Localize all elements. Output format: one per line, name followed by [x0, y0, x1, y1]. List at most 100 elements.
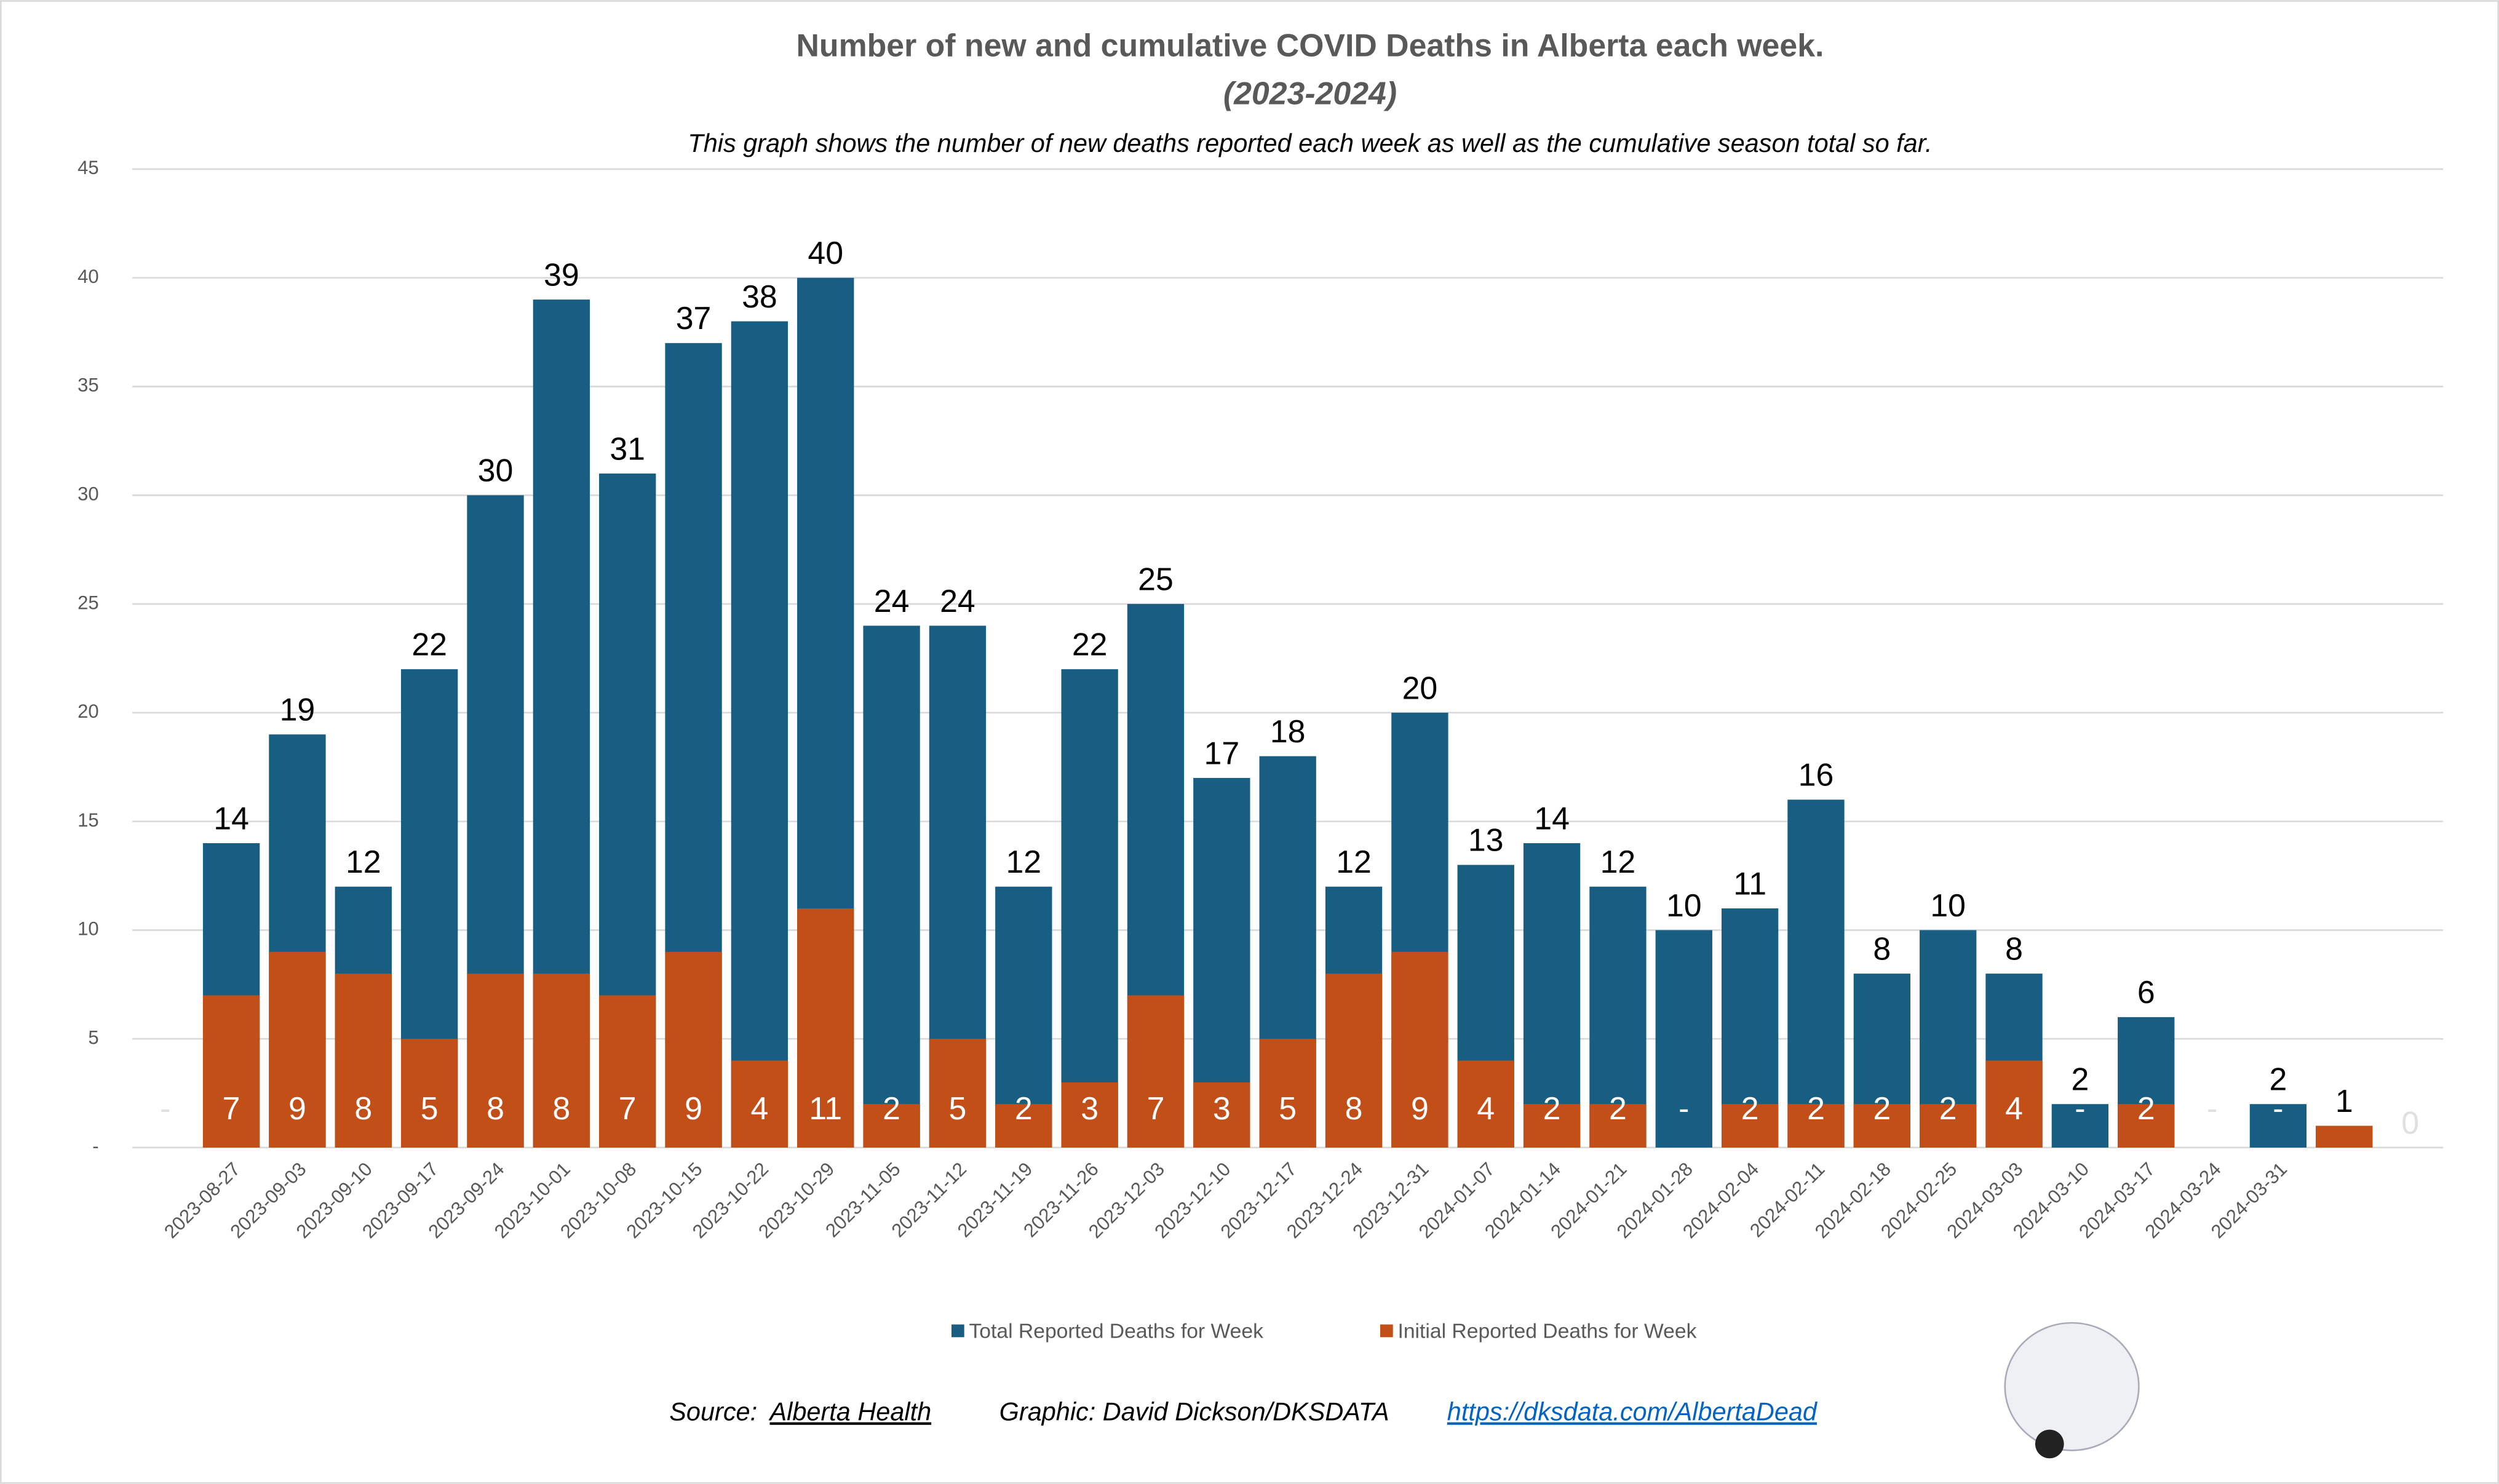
- bar: [1787, 800, 1845, 1148]
- source-label: Source:: [669, 1397, 757, 1426]
- bar: [1061, 1082, 1118, 1148]
- data-label: 25: [1138, 561, 1174, 597]
- y-tick-label: 15: [77, 809, 99, 831]
- y-tick-label: 30: [77, 483, 99, 505]
- data-label: 14: [213, 800, 249, 836]
- y-tick-label: 20: [77, 700, 99, 722]
- bar: [269, 951, 326, 1148]
- bar: [2051, 1104, 2109, 1148]
- data-label: 19: [280, 692, 316, 728]
- data-label: -: [160, 1090, 170, 1126]
- y-tick-label: 25: [77, 592, 99, 613]
- data-label: 2: [883, 1090, 900, 1126]
- bar: [1259, 1039, 1316, 1148]
- data-label: 2: [2137, 1090, 2155, 1126]
- bar: [797, 908, 854, 1148]
- data-label: 2: [2270, 1061, 2287, 1097]
- bar: [731, 1060, 789, 1148]
- data-label: 17: [1204, 735, 1240, 771]
- data-label: 8: [487, 1090, 504, 1126]
- bar: [1721, 1104, 1779, 1148]
- data-label: 38: [742, 279, 777, 314]
- data-label: -: [1679, 1090, 1689, 1126]
- data-label: 11: [809, 1090, 842, 1126]
- data-label: 0: [2401, 1105, 2419, 1140]
- data-label: 12: [1006, 844, 1041, 879]
- data-label: 3: [1213, 1090, 1231, 1126]
- bar: [1523, 843, 1581, 1148]
- y-tick-label: 45: [77, 157, 99, 178]
- data-label: 30: [478, 453, 514, 488]
- data-label: 31: [610, 431, 645, 466]
- data-label: 8: [2005, 931, 2023, 967]
- data-label: 22: [1072, 627, 1108, 662]
- data-label: -: [2207, 1090, 2217, 1126]
- data-label: 5: [949, 1090, 967, 1126]
- source-link[interactable]: https://dksdata.com/AlbertaDead: [1447, 1397, 1818, 1426]
- data-label: 24: [874, 583, 910, 619]
- data-label: 12: [1600, 844, 1636, 879]
- y-tick-label: 35: [77, 375, 99, 396]
- data-label: 5: [421, 1090, 439, 1126]
- data-label: 2: [2071, 1061, 2089, 1097]
- data-label: 2: [1873, 1090, 1891, 1126]
- data-label: 8: [552, 1090, 570, 1126]
- data-label: 12: [1336, 844, 1372, 879]
- bar: [863, 625, 920, 1148]
- bar: [665, 951, 722, 1148]
- data-label: 3: [1081, 1090, 1099, 1126]
- data-label: 9: [685, 1090, 702, 1126]
- data-label: 12: [346, 844, 381, 879]
- chart-caption: This graph shows the number of new death…: [688, 129, 1932, 157]
- data-label: 7: [1147, 1090, 1165, 1126]
- data-label: 4: [2005, 1090, 2023, 1126]
- data-label: 1: [2335, 1083, 2353, 1119]
- data-label: 8: [1345, 1090, 1363, 1126]
- y-tick-label: 40: [77, 266, 99, 287]
- data-label: 2: [1609, 1090, 1627, 1126]
- y-tick-label: -: [92, 1135, 98, 1157]
- bar: [929, 1039, 987, 1148]
- bar: [731, 321, 789, 1148]
- data-label: 22: [411, 627, 447, 662]
- data-label: 2: [1543, 1090, 1561, 1126]
- legend-label: Total Reported Deaths for Week: [969, 1320, 1263, 1343]
- legend-swatch: [1380, 1324, 1393, 1338]
- chart-title: Number of new and cumulative COVID Death…: [797, 28, 1824, 63]
- data-label: 9: [288, 1090, 306, 1126]
- data-label: 39: [544, 257, 579, 293]
- data-label: 4: [1477, 1090, 1495, 1126]
- data-label: 2: [1741, 1090, 1759, 1126]
- source: Alberta Health: [768, 1397, 932, 1426]
- data-label: 11: [1733, 865, 1766, 901]
- data-label: 18: [1270, 713, 1306, 749]
- bar: [533, 974, 590, 1148]
- data-label: 10: [1666, 887, 1702, 923]
- bar: [1985, 1060, 2043, 1148]
- logo: [2004, 1322, 2140, 1459]
- data-label: 5: [1279, 1090, 1297, 1126]
- legend-swatch: [951, 1324, 964, 1338]
- data-label: 14: [1534, 800, 1570, 836]
- data-label: 4: [750, 1090, 768, 1126]
- data-label: 6: [2137, 974, 2155, 1010]
- legend-label: Initial Reported Deaths for Week: [1397, 1320, 1696, 1343]
- data-label: -: [2273, 1090, 2283, 1126]
- bar: [400, 1039, 458, 1148]
- data-label: 7: [619, 1090, 637, 1126]
- data-label: 2: [1807, 1090, 1825, 1126]
- data-label: -: [2075, 1090, 2085, 1126]
- data-label: 37: [676, 300, 712, 336]
- bar: [467, 974, 524, 1148]
- data-label: 8: [354, 1090, 372, 1126]
- data-label: 10: [1930, 887, 1966, 923]
- data-label: 24: [940, 583, 975, 619]
- credit: Graphic: David Dickson/DKSDATA: [999, 1397, 1389, 1426]
- bar: [1457, 1060, 1514, 1148]
- data-label: 7: [223, 1090, 240, 1126]
- y-tick-label: 5: [88, 1026, 98, 1048]
- bar: [1391, 951, 1448, 1148]
- data-label: 20: [1402, 670, 1438, 705]
